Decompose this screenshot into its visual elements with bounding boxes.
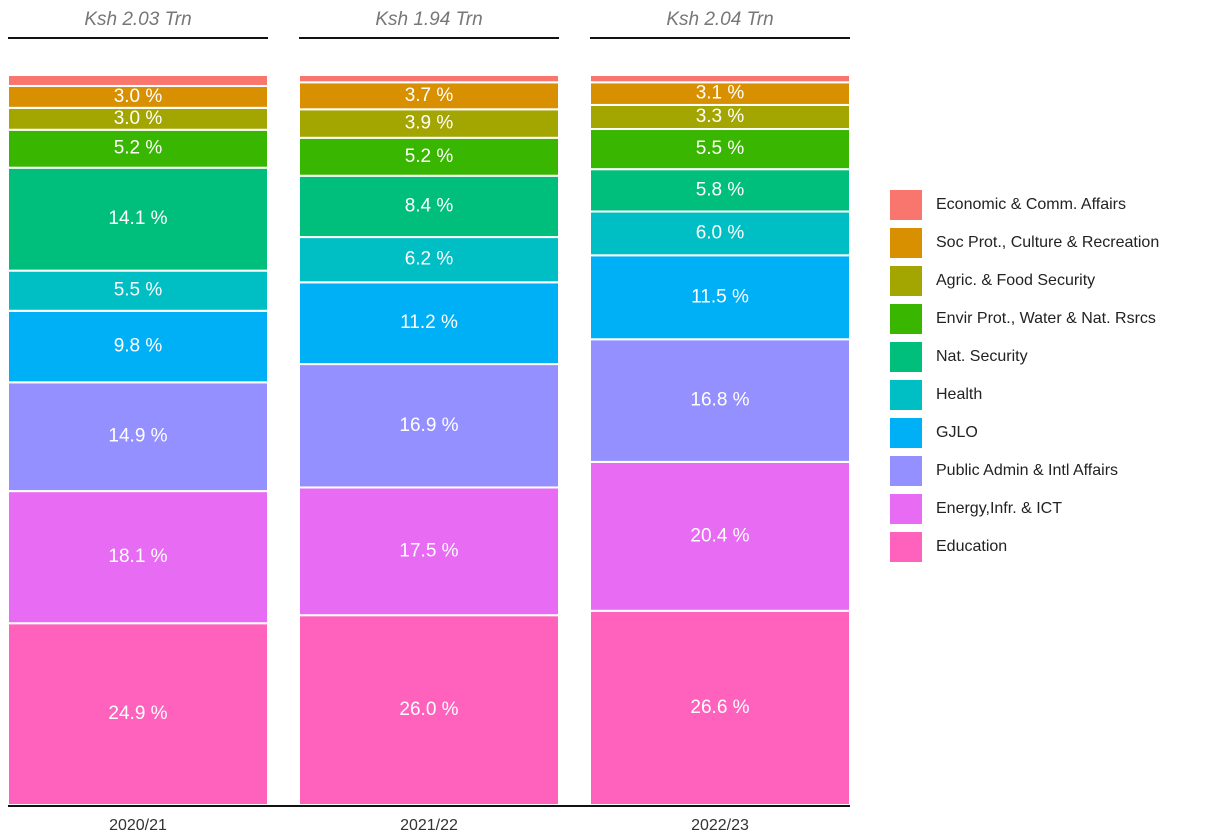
segment-label: 17.5 % [399, 540, 458, 561]
segment-label: 5.8 % [696, 179, 745, 200]
segment-label: 6.2 % [405, 249, 454, 270]
segment-label: 9.8 % [114, 336, 163, 357]
bar-segment [589, 168, 851, 213]
segment-label: 3.1 % [696, 83, 745, 104]
bar-segment [298, 174, 560, 239]
segment-label: 14.1 % [108, 208, 167, 229]
legend-swatch [890, 418, 922, 448]
segment-label: 3.0 % [114, 108, 163, 129]
legend-label: Agric. & Food Security [936, 272, 1095, 289]
segment-label: 3.3 % [696, 106, 745, 127]
bar-segment [298, 236, 560, 284]
legend-swatch [890, 304, 922, 334]
legend-swatch [890, 266, 922, 296]
segment-label: 20.4 % [690, 525, 749, 546]
bar-segment [7, 490, 269, 625]
legend-label: Soc Prot., Culture & Recreation [936, 234, 1159, 251]
bar-segment [298, 74, 560, 84]
legend-label: Public Admin & Intl Affairs [936, 462, 1118, 479]
column-title: Ksh 1.94 Trn [375, 9, 482, 30]
bar-segment [298, 363, 560, 489]
bar-segment [589, 609, 851, 806]
legend-swatch [890, 456, 922, 486]
legend-label: Economic & Comm. Affairs [936, 196, 1126, 213]
legend-swatch [890, 342, 922, 372]
segment-label: 3.0 % [114, 86, 163, 107]
bar-segment [589, 338, 851, 463]
segment-label: 5.2 % [114, 138, 163, 159]
bar-segment [298, 614, 560, 807]
bar-segment [7, 309, 269, 384]
segment-label: 8.4 % [405, 195, 454, 216]
x-tick-label: 2021/22 [400, 817, 458, 834]
legend-swatch [890, 380, 922, 410]
bar-segment [7, 269, 269, 312]
legend-label: Nat. Security [936, 348, 1028, 365]
segment-label: 16.9 % [399, 415, 458, 436]
column-title: Ksh 2.03 Trn [84, 9, 191, 30]
bar-segment [589, 74, 851, 84]
legend-swatch [890, 190, 922, 220]
segment-label: 18.1 % [108, 546, 167, 567]
bar-segment [589, 210, 851, 257]
legend-label: Envir Prot., Water & Nat. Rsrcs [936, 310, 1156, 327]
legend-label: Energy,Infr. & ICT [936, 500, 1062, 517]
bar-segment [7, 74, 269, 87]
segment-label: 24.9 % [108, 703, 167, 724]
legend-label: Education [936, 538, 1007, 555]
segment-label: 16.8 % [690, 390, 749, 411]
segment-label: 3.9 % [405, 113, 454, 134]
segment-label: 26.6 % [690, 697, 749, 718]
segment-label: 6.0 % [696, 222, 745, 243]
bar-segment [7, 128, 269, 169]
segment-label: 11.2 % [400, 312, 458, 333]
segment-label: 5.5 % [114, 280, 163, 301]
column-title: Ksh 2.04 Trn [666, 9, 773, 30]
segment-label: 14.9 % [108, 426, 167, 447]
x-tick-label: 2022/23 [691, 817, 749, 834]
bar-segment [298, 486, 560, 617]
segment-label: 5.2 % [405, 146, 454, 167]
bar-segment [7, 166, 269, 272]
segment-label: 11.5 % [691, 286, 749, 307]
legend-label: GJLO [936, 424, 978, 441]
legend-swatch [890, 228, 922, 258]
segment-label: 5.5 % [696, 138, 745, 159]
segment-label: 3.7 % [405, 85, 454, 106]
legend-swatch [890, 494, 922, 524]
bar-segment [589, 460, 851, 612]
bar-segment [589, 254, 851, 341]
bar-segment [298, 281, 560, 366]
legend-swatch [890, 532, 922, 562]
x-tick-label: 2020/21 [109, 817, 167, 834]
legend-label: Health [936, 386, 982, 403]
segment-label: 26.0 % [399, 699, 458, 720]
